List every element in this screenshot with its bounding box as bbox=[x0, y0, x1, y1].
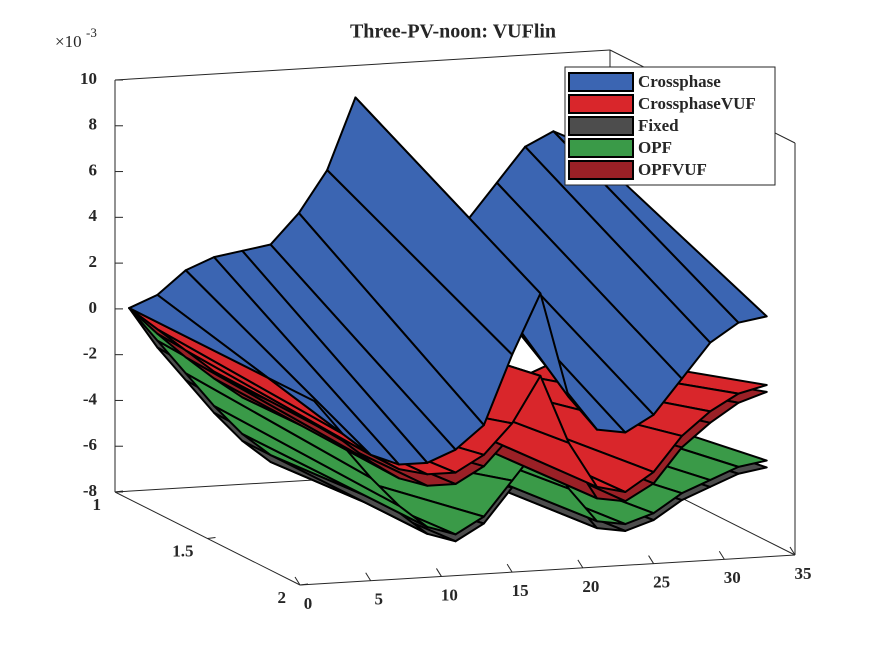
x-tick bbox=[648, 555, 654, 564]
surface-patch bbox=[128, 293, 344, 435]
legend-swatch bbox=[568, 94, 634, 114]
x-tick-label: 20 bbox=[582, 577, 599, 596]
y-tick-label: 1.5 bbox=[172, 541, 193, 560]
z-tick-label: -2 bbox=[83, 344, 97, 363]
x-tick bbox=[718, 551, 725, 560]
x-tick bbox=[789, 546, 796, 556]
y-tick-label: 2 bbox=[278, 588, 287, 607]
legend-swatch bbox=[568, 72, 634, 92]
legend-label: OPF bbox=[638, 138, 672, 157]
z-tick-label: -6 bbox=[83, 435, 97, 454]
x-tick bbox=[577, 559, 584, 569]
surfaces bbox=[128, 96, 768, 543]
z-tick-label: -4 bbox=[83, 389, 98, 408]
z-tick-label: 10 bbox=[80, 69, 97, 88]
legend-label: CrossphaseVUF bbox=[638, 94, 756, 113]
x-tick-label: 25 bbox=[653, 572, 670, 591]
legend-label: OPFVUF bbox=[638, 160, 707, 179]
z-tick-label: 8 bbox=[89, 115, 98, 134]
z-tick-label: -8 bbox=[83, 481, 97, 500]
z-tick-label: 4 bbox=[89, 206, 98, 225]
x-tick-label: 0 bbox=[304, 594, 313, 613]
x-tick-label: 15 bbox=[512, 581, 529, 600]
y-tick bbox=[207, 537, 216, 539]
x-tick bbox=[506, 563, 513, 573]
x-axis-line bbox=[299, 554, 796, 586]
z-tick-label: 0 bbox=[89, 298, 98, 317]
x-tick bbox=[365, 572, 372, 581]
legend-swatch bbox=[568, 116, 634, 136]
x-tick-label: 30 bbox=[724, 568, 741, 587]
chart-title: Three-PV-noon: VUFlin bbox=[350, 21, 556, 43]
y-tick-label: 1 bbox=[93, 495, 102, 514]
box-edge bbox=[114, 49, 611, 81]
legend-label: Crossphase bbox=[638, 72, 721, 91]
x-tick bbox=[436, 568, 442, 577]
y-tick bbox=[114, 490, 124, 493]
z-tick-label: 2 bbox=[89, 252, 98, 271]
z-tick-label: 6 bbox=[89, 160, 98, 179]
axis-multiplier: ×10 bbox=[55, 32, 82, 51]
legend-swatch bbox=[568, 160, 634, 180]
x-tick-label: 35 bbox=[795, 564, 812, 583]
legend-label: Fixed bbox=[638, 116, 679, 135]
x-tick-label: 5 bbox=[374, 590, 383, 609]
legend: Crossphase CrossphaseVUF Fixed OPF OPFVUF bbox=[564, 66, 776, 186]
y-tick bbox=[299, 583, 309, 586]
x-tick bbox=[294, 576, 301, 586]
axis-multiplier-exponent: -3 bbox=[86, 25, 97, 40]
x-tick-label: 10 bbox=[441, 585, 458, 604]
legend-swatch bbox=[568, 138, 634, 158]
